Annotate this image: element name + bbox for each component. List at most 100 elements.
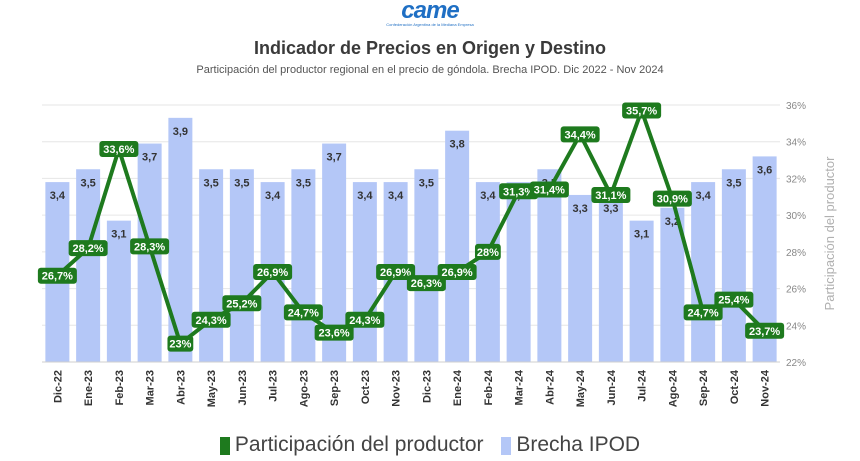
line-label-box — [99, 141, 139, 158]
line-data-label: 24,3% — [196, 315, 227, 327]
bar-data-label: 3,5 — [419, 177, 434, 189]
bar-data-label: 3,7 — [326, 152, 341, 164]
line-data-label: 28,2% — [73, 243, 104, 255]
line-data-label: 31,1% — [595, 190, 626, 202]
legend-label-brecha: Brecha IPOD — [516, 433, 641, 457]
line-label-box — [345, 311, 385, 328]
x-tick-label: Ene-24 — [452, 369, 464, 406]
x-tick-label: Jul-24 — [637, 369, 649, 402]
line-label-box — [652, 190, 692, 207]
bar — [168, 117, 193, 362]
bar — [352, 182, 377, 362]
line-label-box — [560, 126, 600, 143]
bar — [568, 194, 593, 362]
line-data-label: 24,7% — [688, 307, 719, 319]
right-axis-tick-label: 36% — [786, 101, 806, 112]
bar-data-label: 3,5 — [80, 177, 95, 189]
legend-swatch-productor — [219, 436, 230, 455]
line-label-box — [406, 275, 446, 292]
x-tick-label: Abr-24 — [544, 369, 556, 405]
bar-data-label: 3,4 — [50, 190, 66, 202]
x-tick-label: Nov-23 — [391, 370, 403, 407]
bar-data-label: 3,4 — [265, 190, 281, 202]
x-tick-label: Feb-23 — [114, 370, 126, 405]
x-tick-label: May-24 — [575, 369, 587, 407]
bar — [199, 169, 224, 362]
right-axis-tick-label: 22% — [786, 358, 806, 369]
bar-data-label: 3,5 — [726, 177, 741, 189]
bar-data-label: 3,6 — [757, 164, 772, 176]
line-data-label: 31,4% — [534, 184, 565, 196]
x-tick-label: May-23 — [206, 370, 218, 407]
bar — [691, 182, 716, 362]
right-axis-tick-label: 26% — [786, 285, 806, 296]
line-label-box — [622, 102, 662, 119]
bar — [475, 182, 500, 362]
bar-data-label: 3,8 — [449, 139, 464, 151]
bar-data-label: 3,5 — [296, 177, 311, 189]
line-data-label: 26,9% — [380, 267, 411, 279]
bar-data-label: 3,4 — [357, 190, 373, 202]
x-tick-label: Jun-24 — [606, 369, 618, 405]
x-tick-label: Jul-23 — [268, 370, 280, 402]
right-axis-tick-label: 28% — [786, 248, 806, 259]
bar — [414, 169, 439, 362]
bar — [445, 130, 470, 362]
line-label-box — [683, 304, 723, 321]
x-tick-label: Mar-24 — [514, 369, 526, 405]
line-label-box — [283, 304, 323, 321]
line-label-box — [376, 264, 416, 281]
line-data-label: 28% — [477, 247, 499, 259]
legend-item-brecha: Brecha IPOD — [501, 433, 640, 457]
line-label-box — [253, 264, 293, 281]
bar-data-label: 3,3 — [603, 203, 618, 215]
right-axis-tick-label: 34% — [786, 138, 806, 149]
line-data-label: 24,7% — [288, 307, 319, 319]
series-line-participacion — [55, 108, 767, 346]
line-data-label: 25,4% — [718, 295, 749, 307]
x-tick-label: Ago-24 — [667, 369, 679, 407]
x-tick-label: Mar-23 — [145, 370, 157, 405]
line-label-box — [474, 243, 501, 260]
line-label-box — [222, 295, 262, 312]
legend-label-productor: Participación del productor — [234, 433, 484, 457]
bar-data-label: 3,1 — [634, 229, 649, 241]
line-data-label: 23,7% — [749, 326, 780, 338]
line-data-label: 23,6% — [319, 328, 350, 340]
line-label-box — [499, 183, 539, 200]
x-tick-label: Sep-23 — [329, 370, 341, 406]
line-label-box — [167, 335, 194, 352]
bar-data-label: 3,4 — [388, 190, 404, 202]
x-tick-label: Feb-24 — [483, 369, 495, 405]
x-tick-label: Nov-24 — [760, 369, 772, 407]
x-tick-label: Oct-23 — [360, 370, 372, 404]
line-label-box — [37, 267, 77, 284]
x-tick-label: Ago-23 — [298, 370, 310, 407]
line-label-box — [714, 291, 754, 308]
line-label-box — [745, 322, 785, 339]
bar — [752, 156, 777, 362]
right-axis-tick-label: 30% — [786, 211, 806, 222]
line-label-box — [529, 181, 569, 198]
legend-item-productor: Participación del productor — [219, 433, 484, 457]
logo-mark: came — [401, 0, 459, 24]
line-data-label: 28,3% — [134, 241, 165, 253]
x-tick-label: Abr-23 — [175, 370, 187, 405]
chart-title: Indicador de Precios en Origen y Destino — [253, 38, 607, 58]
line-label-box — [314, 324, 354, 341]
bar — [106, 220, 131, 362]
x-tick-label: Dic-22 — [52, 370, 64, 403]
x-tick-label: Ene-23 — [83, 370, 95, 406]
bar — [598, 194, 623, 362]
bar-data-label: 3,5 — [234, 177, 249, 189]
right-axis-title: Participación del productor — [822, 156, 837, 311]
line-data-label: 31,3% — [503, 186, 534, 198]
bar-data-label: 3,4 — [695, 190, 711, 202]
line-data-label: 30,9% — [657, 194, 688, 206]
bar — [322, 143, 347, 362]
right-axis-tick-label: 24% — [786, 321, 806, 332]
line-data-label: 26,7% — [42, 271, 73, 283]
logo-subtext: Confederación Argentina de la Mediana Em… — [386, 22, 474, 27]
bar-data-label: 3,9 — [173, 126, 188, 138]
